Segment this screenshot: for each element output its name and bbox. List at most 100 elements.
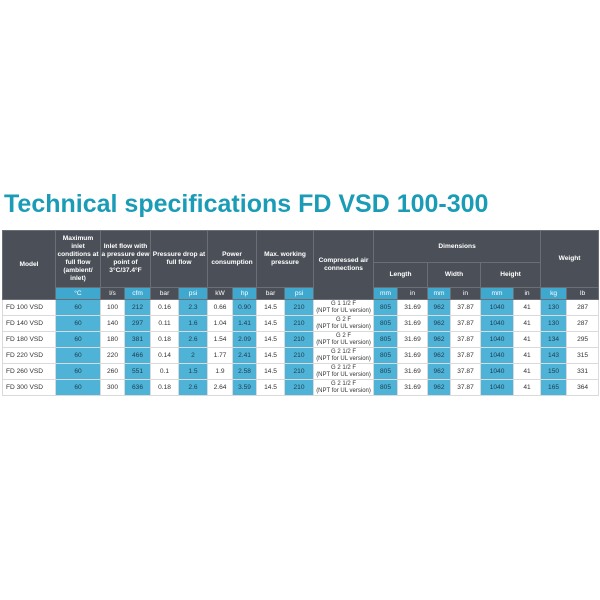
- cell: 41: [513, 347, 542, 364]
- cell: 805: [373, 363, 399, 380]
- cell: 1040: [480, 331, 515, 348]
- cell: 297: [124, 315, 151, 332]
- model: FD 140 VSD: [2, 315, 56, 332]
- cell: 1.04: [207, 315, 234, 332]
- unit: in: [397, 287, 429, 300]
- connection: G 2 F (NPT for UL version): [313, 331, 375, 348]
- cell: 60: [55, 379, 101, 396]
- cell: 41: [513, 363, 542, 380]
- cell: 962: [427, 379, 452, 396]
- cell: 41: [513, 315, 542, 332]
- connection: G 2 1/2 F (NPT for UL version): [313, 363, 375, 380]
- group-header: Maximum inlet conditions at full flow (a…: [55, 230, 101, 288]
- cell: 212: [124, 299, 151, 316]
- cell: 14.5: [256, 347, 286, 364]
- dimension-header: Height: [480, 262, 542, 288]
- cell: 130: [540, 315, 568, 332]
- unit: mm: [373, 287, 399, 300]
- cell: 1.9: [207, 363, 234, 380]
- cell: 636: [124, 379, 151, 396]
- group-header: Inlet flow with a pressure dew point of …: [100, 230, 151, 288]
- unit: kg: [540, 287, 568, 300]
- cell: 60: [55, 331, 101, 348]
- connection: G 2 1/2 F (NPT for UL version): [313, 379, 375, 396]
- data-row: FD 220 VSD 60 220 466 0.14 2 1.77 2.41 14.5 210 G …: [2, 347, 600, 364]
- cell: 37.87: [450, 347, 482, 364]
- cell: 165: [540, 379, 568, 396]
- cell: 14.5: [256, 315, 286, 332]
- connection-line: (NPT for UL version): [316, 387, 371, 394]
- cell: 143: [540, 347, 568, 364]
- cell: 31.69: [397, 331, 429, 348]
- cell: 0.66: [207, 299, 234, 316]
- unit: l/s: [100, 287, 125, 300]
- cell: 210: [284, 315, 315, 332]
- cell: 41: [513, 331, 542, 348]
- cell: 14.5: [256, 363, 286, 380]
- cell: 1.6: [177, 315, 209, 332]
- cell: 0.14: [150, 347, 179, 364]
- cell: 210: [284, 379, 315, 396]
- cell: 100: [100, 299, 125, 316]
- cell: 0.18: [150, 379, 179, 396]
- unit: psi: [284, 287, 315, 300]
- cell: 31.69: [397, 379, 429, 396]
- cell: 805: [373, 379, 399, 396]
- dimension-header: Width: [427, 262, 482, 288]
- unit: hp: [232, 287, 258, 300]
- cell: 2.3: [177, 299, 209, 316]
- cell: 962: [427, 315, 452, 332]
- spec-table: Model Maximum inlet conditions at full fl…: [2, 230, 600, 396]
- unit: mm: [480, 287, 515, 300]
- cell: 0.18: [150, 331, 179, 348]
- cell: 130: [540, 299, 568, 316]
- header-row: Model Maximum inlet conditions at full fl…: [2, 230, 600, 300]
- cell: 0.11: [150, 315, 179, 332]
- cell: 210: [284, 347, 315, 364]
- unit: psi: [177, 287, 209, 300]
- cell: 60: [55, 347, 101, 364]
- cell: 14.5: [256, 379, 286, 396]
- cell: 3.59: [232, 379, 258, 396]
- unit: mm: [427, 287, 452, 300]
- cell: 0.16: [150, 299, 179, 316]
- cell: 300: [100, 379, 125, 396]
- cell: 60: [55, 363, 101, 380]
- group-header: Pressure drop at full flow: [149, 230, 209, 288]
- unit: cfm: [124, 287, 151, 300]
- dimension-header: Length: [373, 262, 429, 288]
- cell: 962: [427, 347, 452, 364]
- unit: kW: [207, 287, 234, 300]
- cell: 2.09: [232, 331, 258, 348]
- cell: 31.69: [397, 363, 429, 380]
- cell: 1.77: [207, 347, 234, 364]
- connection-line: (NPT for UL version): [316, 355, 371, 362]
- group-header: Max. working pressure: [256, 230, 315, 288]
- model: FD 260 VSD: [2, 363, 56, 380]
- cell: 41: [513, 299, 542, 316]
- cell: 260: [100, 363, 125, 380]
- model: FD 220 VSD: [2, 347, 56, 364]
- connection-line: G 2 1/2 F: [331, 381, 357, 387]
- cell: 2.64: [207, 379, 234, 396]
- title: Technical specifications FD VSD 100-300: [4, 190, 489, 218]
- cell: 31.69: [397, 315, 429, 332]
- cell: 37.87: [450, 379, 482, 396]
- cell: 805: [373, 347, 399, 364]
- connection: G 1 1/2 F (NPT for UL version): [313, 299, 375, 316]
- cell: 1040: [480, 379, 515, 396]
- cell: 295: [566, 331, 600, 348]
- cell: 41: [513, 379, 542, 396]
- cell: 60: [55, 315, 101, 332]
- cell: 1.54: [207, 331, 234, 348]
- cell: 60: [55, 299, 101, 316]
- cell: 37.87: [450, 299, 482, 316]
- cell: 962: [427, 299, 452, 316]
- cell: 1.41: [232, 315, 258, 332]
- cell: 220: [100, 347, 125, 364]
- unit: in: [513, 287, 542, 300]
- cell: 134: [540, 331, 568, 348]
- group-header: Weight: [540, 230, 600, 288]
- data-row: FD 300 VSD 60 300 636 0.18 2.6 2.64 3.59 14.5 210…: [2, 379, 600, 396]
